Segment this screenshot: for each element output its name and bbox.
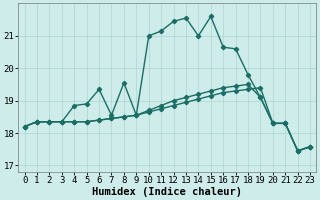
X-axis label: Humidex (Indice chaleur): Humidex (Indice chaleur)	[92, 186, 242, 197]
